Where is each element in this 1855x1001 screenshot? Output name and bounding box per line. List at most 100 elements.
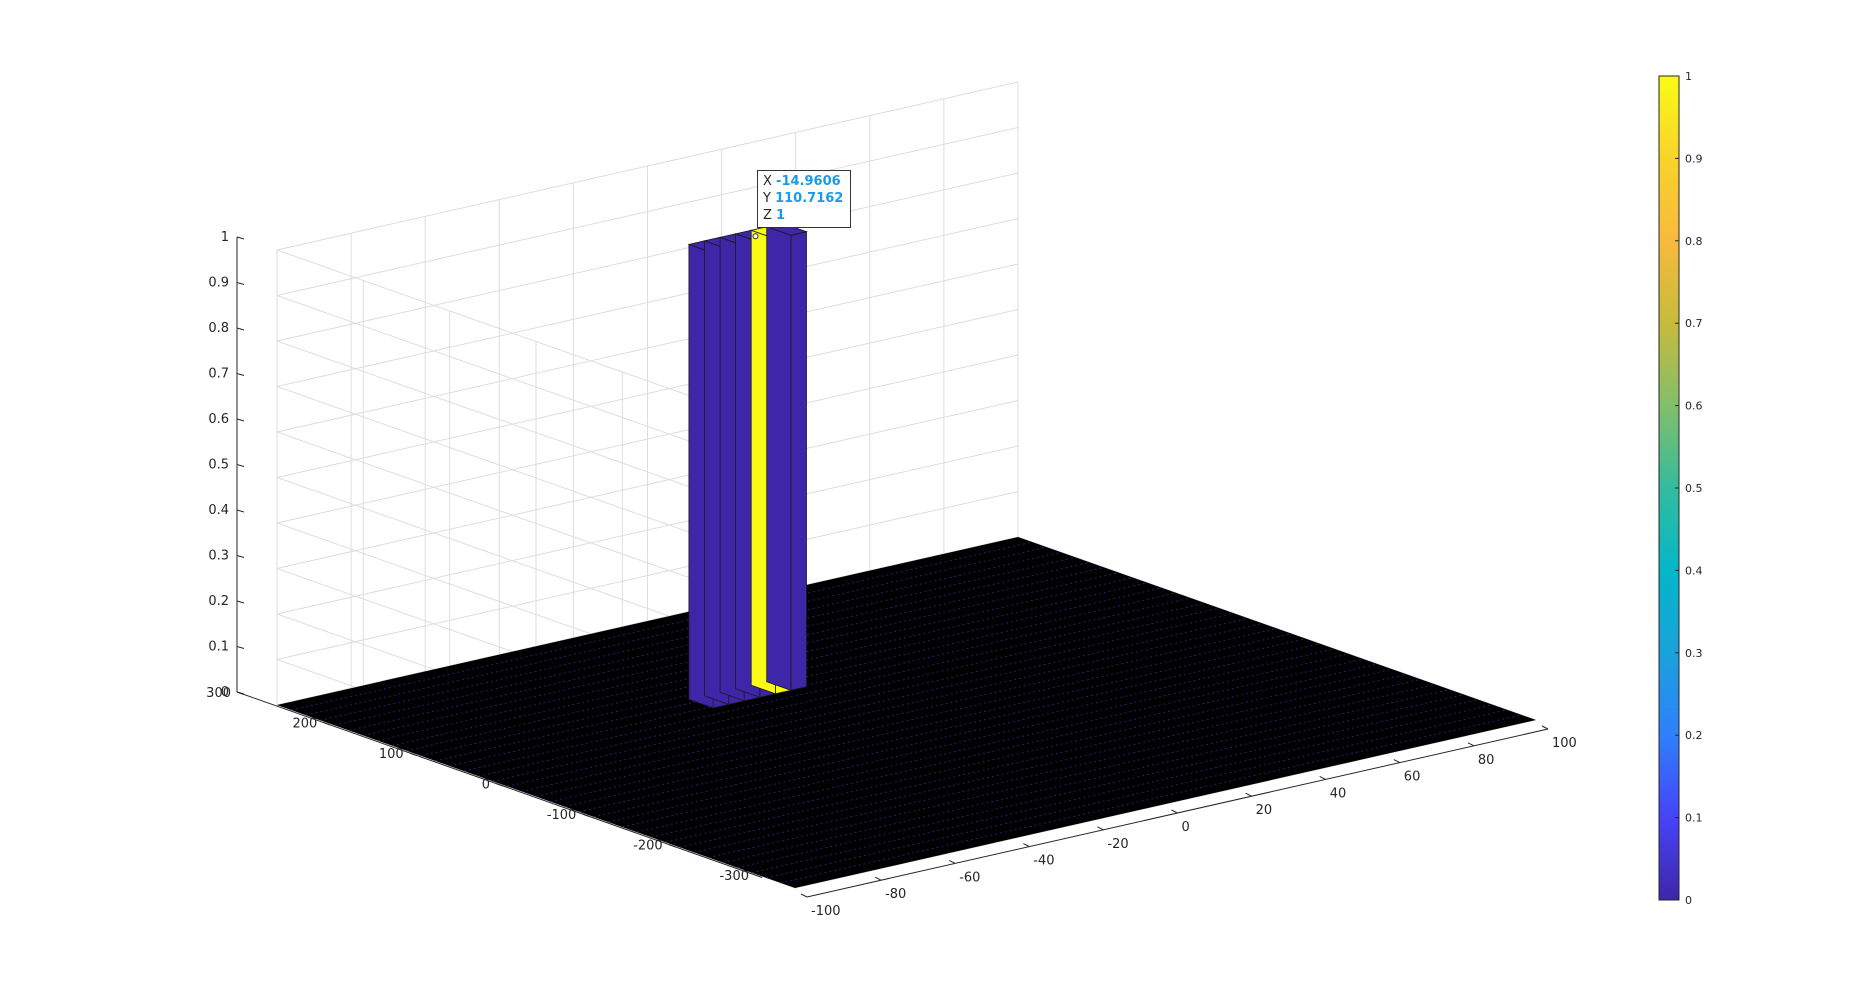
bar-layer [687,222,808,709]
floor-stripe-1 [780,714,1522,884]
bar-side-5 [766,226,792,691]
z-tick-mark-3 [236,555,245,558]
colorbar-tick-7: 0.7 [1685,317,1703,330]
colorbar-tick-0: 0 [1685,894,1692,907]
x-tick-0: -100 [811,904,841,919]
x-tick-mark-0 [800,893,808,898]
z-tick-mark-10 [236,236,245,240]
y-tick-mark-3 [495,783,504,787]
floor-stripe-14 [593,648,1335,818]
floor-stripe-8 [679,678,1421,848]
z-tick-mark-8 [236,327,245,331]
y-tick-0: -300 [719,869,749,884]
x-tick-mark-6 [1245,792,1252,797]
floor-stripe-15 [579,643,1321,813]
y-tick-4: 100 [379,747,404,762]
colorbar-tick-3: 0.3 [1685,647,1703,660]
y-tick-3: 0 [482,778,490,793]
floor-stripe-5 [722,694,1465,864]
y-tick-2: -100 [547,808,577,823]
y-tick-mark-5 [323,722,331,726]
floor-stripe-25 [435,592,1177,762]
datatip-y-label: Y [763,191,771,206]
x-tick-8: 60 [1404,770,1421,785]
floor-stripe-32 [334,556,1076,726]
y-tick-mark-2 [582,813,590,817]
x-tick-mark-5 [1171,809,1178,814]
floor-stripe-31 [348,561,1091,731]
x-tick-mark-1 [874,876,882,881]
floor-stripe-2 [766,709,1508,879]
floor-stripe-20 [507,617,1249,787]
x-tick-mark-2 [948,859,956,864]
x-tick-7: 40 [1330,786,1347,801]
z-tick-mark-2 [236,600,245,604]
y-tick-5: 200 [293,717,318,732]
colorbar-tick-5: 0.5 [1685,482,1703,495]
datatip-z-label: Z [763,208,772,223]
colorbar-tick-1: 0.1 [1685,812,1703,825]
datatip[interactable]: X -14.9606 Y 110.7162 Z 1 [757,170,851,228]
x-tick-mark-8 [1393,759,1401,764]
floor-stripe-27 [406,582,1148,752]
colorbar-tick-6: 0.6 [1685,400,1703,413]
y-tick-mark-0 [754,874,763,878]
floor-stripe-22 [478,607,1220,777]
colorbar-tick-10: 1 [1685,70,1692,83]
x-tick-9: 80 [1478,753,1495,768]
bar-front-5 [790,231,807,691]
y-tick-mark-4 [409,752,417,756]
z-tick-1: 0.1 [208,640,229,655]
x-tick-mark-7 [1319,775,1326,780]
z-tick-mark-9 [236,282,245,285]
floor-layer [277,537,1536,888]
floor-stripe-28 [392,577,1134,747]
x-tick-2: -60 [959,870,980,885]
z-tick-6: 0.6 [208,412,229,427]
floor-stripe-35 [291,541,1033,711]
floor-stripe-24 [449,597,1191,767]
floor-stripe-7 [694,683,1436,853]
x-tick-3: -40 [1033,854,1054,869]
z-tick-0: 0 [221,685,229,700]
colorbar-tick-8: 0.8 [1685,235,1703,248]
y-tick-1: -200 [633,839,663,854]
colorbar-tick-2: 0.2 [1685,729,1703,742]
z-tick-mark-6 [236,418,245,422]
colorbar-tick-9: 0.9 [1685,152,1703,165]
floor-stripe-19 [521,622,1263,792]
z-tick-3: 0.3 [208,549,229,564]
datatip-z-value: 1 [776,208,786,223]
floor-stripe-12 [622,658,1364,828]
x-tick-mark-9 [1467,742,1475,747]
z-tick-mark-5 [236,464,245,467]
z-tick-10: 1 [221,230,229,245]
floor-stripe-3 [751,704,1493,874]
floor-stripe-18 [535,628,1278,797]
datatip-y-value: 110.7162 [775,191,844,206]
floor-stripe-9 [665,673,1407,843]
colorbar-tick-4: 0.4 [1685,564,1703,577]
y-tick-mark-1 [668,844,676,848]
x-tick-mark-10 [1541,725,1549,730]
x-tick-mark-4 [1097,826,1104,831]
z-tick-4: 0.4 [208,503,229,518]
z-tick-mark-1 [236,646,245,649]
x-tick-mark-3 [1023,843,1030,848]
floor-stripe-29 [377,572,1119,742]
floor-stripe-34 [305,546,1047,716]
z-tick-7: 0.7 [208,367,229,382]
x-tick-10: 100 [1552,736,1577,751]
floor-stripe-6 [708,689,1450,858]
x-tick-6: 20 [1256,803,1273,818]
floor-stripe-4 [737,699,1479,869]
floor-stripe-10 [651,668,1393,838]
y-tick-mark-6 [236,691,245,695]
floor-stripe-21 [492,612,1234,782]
z-tick-2: 0.2 [208,594,229,609]
datatip-marker [752,233,759,240]
colorbar: 0 0.1 0.2 0.3 0.4 0.5 0.6 0.7 0.8 0.9 1 [1658,70,1703,907]
floor-stripe-30 [363,567,1105,736]
z-tick-mark-7 [236,373,245,376]
